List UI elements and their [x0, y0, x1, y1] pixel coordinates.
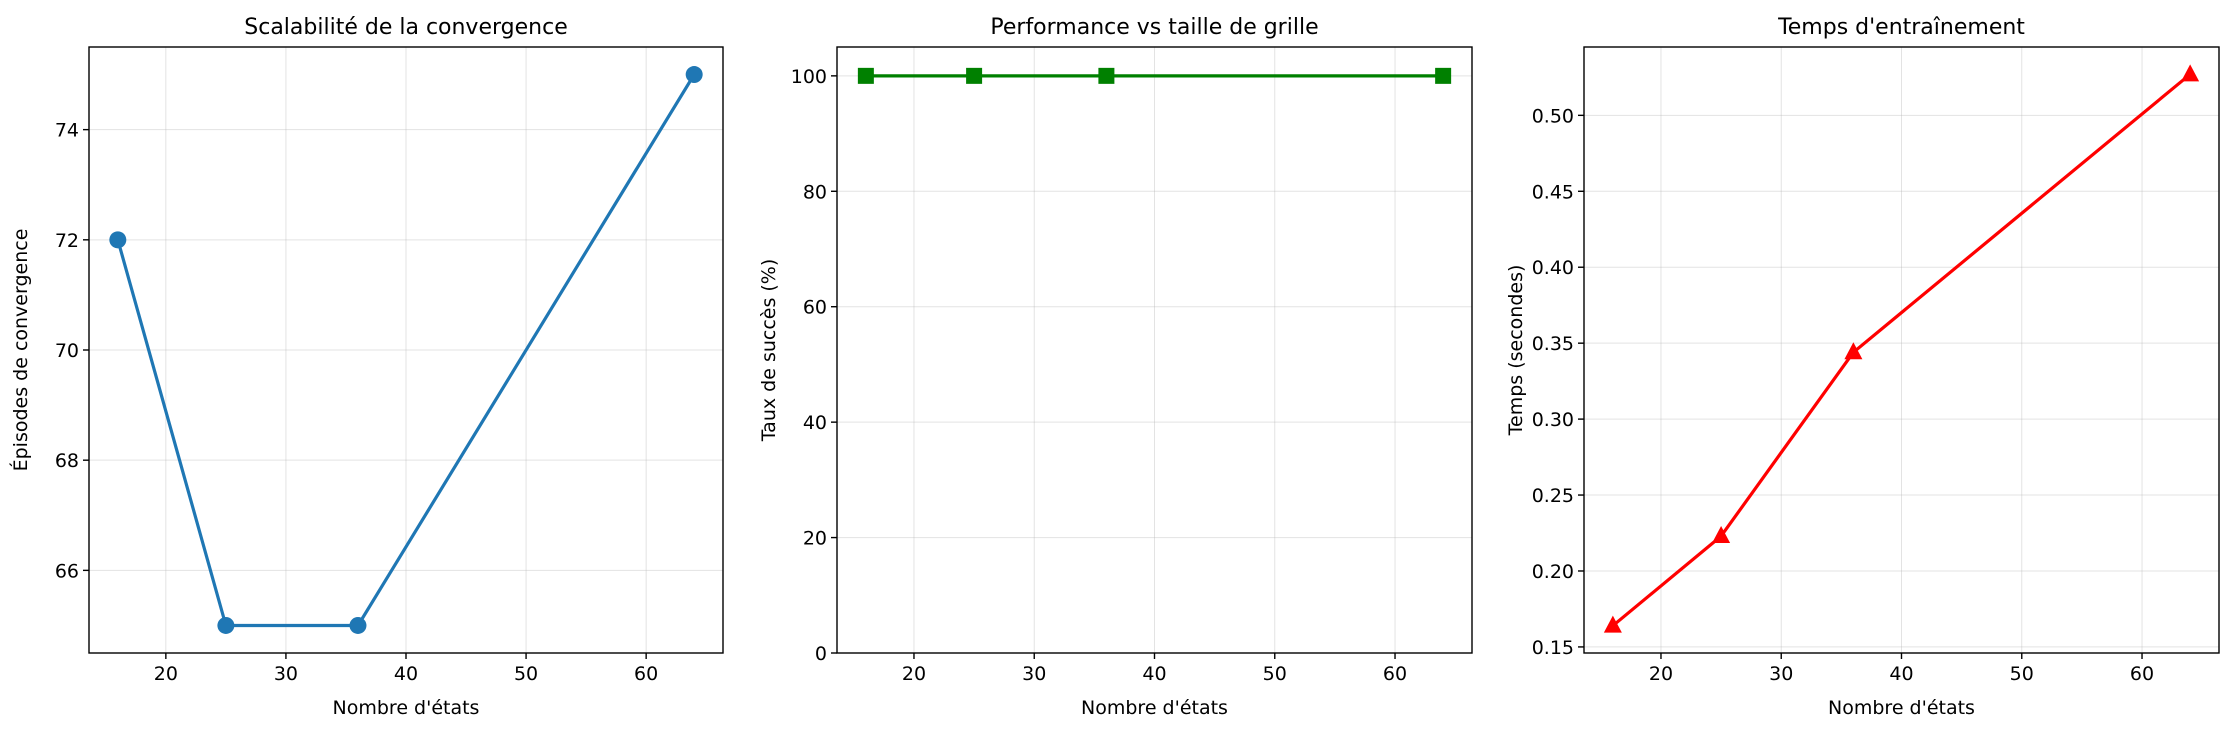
data-point: [1435, 67, 1452, 84]
x-tick-label: 60: [634, 663, 658, 685]
ticks: 20 30 40 50 60 0 20 40 60 80 100: [791, 66, 1407, 685]
x-tick-label: 40: [394, 663, 418, 685]
chart-title: Scalabilité de la convergence: [244, 15, 567, 40]
y-tick-label: 60: [803, 297, 827, 319]
x-axis-label: Nombre d'états: [1081, 697, 1228, 719]
x-tick-label: 20: [154, 663, 178, 685]
y-axis-label: Épisodes de convergence: [9, 229, 32, 472]
y-tick-label: 0.25: [1532, 485, 1574, 507]
x-tick-label: 30: [1769, 663, 1793, 685]
data-point: [2181, 64, 2200, 82]
y-tick-label: 70: [55, 340, 79, 362]
grid-lines: [1584, 47, 2219, 653]
x-axis-label: Nombre d'états: [1828, 697, 1975, 719]
data-point: [1098, 67, 1115, 84]
data-point: [1712, 526, 1731, 544]
data-point: [857, 67, 874, 84]
series-line: [116, 73, 696, 628]
panel-training-time: Temps d'entraînement Nombre d'états Temp…: [1505, 15, 2220, 719]
y-axis-label: Temps (secondes): [1505, 265, 1527, 437]
x-tick-label: 60: [1383, 663, 1407, 685]
chart-title: Performance vs taille de grille: [990, 15, 1318, 40]
y-tick-label: 0.20: [1532, 561, 1574, 583]
x-tick-label: 30: [1022, 663, 1046, 685]
grid-lines: [837, 47, 1472, 654]
data-point: [966, 67, 983, 84]
x-tick-label: 40: [1889, 663, 1913, 685]
series-line: [1611, 73, 2192, 627]
y-tick-label: 0.40: [1532, 257, 1574, 279]
data-point: [349, 616, 367, 634]
y-tick-label: 100: [791, 66, 827, 88]
x-tick-label: 20: [1649, 663, 1673, 685]
y-tick-label: 72: [55, 230, 79, 252]
x-tick-label: 50: [514, 663, 538, 685]
y-tick-label: 0.30: [1532, 409, 1574, 431]
plot-frame: [836, 46, 1473, 654]
y-axis-label: Taux de succès (%): [758, 259, 780, 443]
x-axis-label: Nombre d'états: [333, 697, 480, 719]
data-point: [685, 66, 703, 84]
data-point: [109, 231, 127, 249]
x-tick-label: 40: [1142, 663, 1166, 685]
y-tick-label: 0.35: [1532, 333, 1574, 355]
y-tick-label: 0.50: [1532, 105, 1574, 127]
panel-performance: Performance vs taille de grille Nombre d…: [758, 15, 1473, 719]
grid-lines: [89, 47, 723, 653]
y-tick-label: 20: [803, 528, 827, 550]
y-tick-label: 66: [55, 560, 79, 582]
data-point: [1603, 615, 1622, 633]
y-tick-label: 74: [55, 120, 79, 142]
y-tick-label: 0: [815, 643, 827, 665]
data-point: [217, 616, 235, 634]
panel-convergence: Scalabilité de la convergence Nombre d'é…: [9, 15, 724, 719]
x-tick-label: 20: [902, 663, 926, 685]
x-tick-label: 30: [274, 663, 298, 685]
ticks: 20 30 40 50 60 66 68 70 72 74: [55, 120, 658, 685]
y-tick-label: 68: [55, 450, 79, 472]
plot-frame: [88, 46, 724, 654]
y-tick-label: 80: [803, 181, 827, 203]
chart-title: Temps d'entraînement: [1777, 15, 2025, 40]
x-tick-label: 50: [1263, 663, 1287, 685]
x-tick-label: 50: [2010, 663, 2034, 685]
y-tick-label: 40: [803, 412, 827, 434]
ticks: 20 30 40 50 60 0.15 0.20 0.25 0.30 0.35 0.40 0.45 0.…: [1532, 105, 2154, 685]
plot-frame: [1583, 46, 2220, 654]
y-tick-label: 0.45: [1532, 181, 1574, 203]
data-point: [1844, 342, 1863, 360]
x-tick-label: 60: [2130, 663, 2154, 685]
y-tick-label: 0.15: [1532, 637, 1574, 659]
